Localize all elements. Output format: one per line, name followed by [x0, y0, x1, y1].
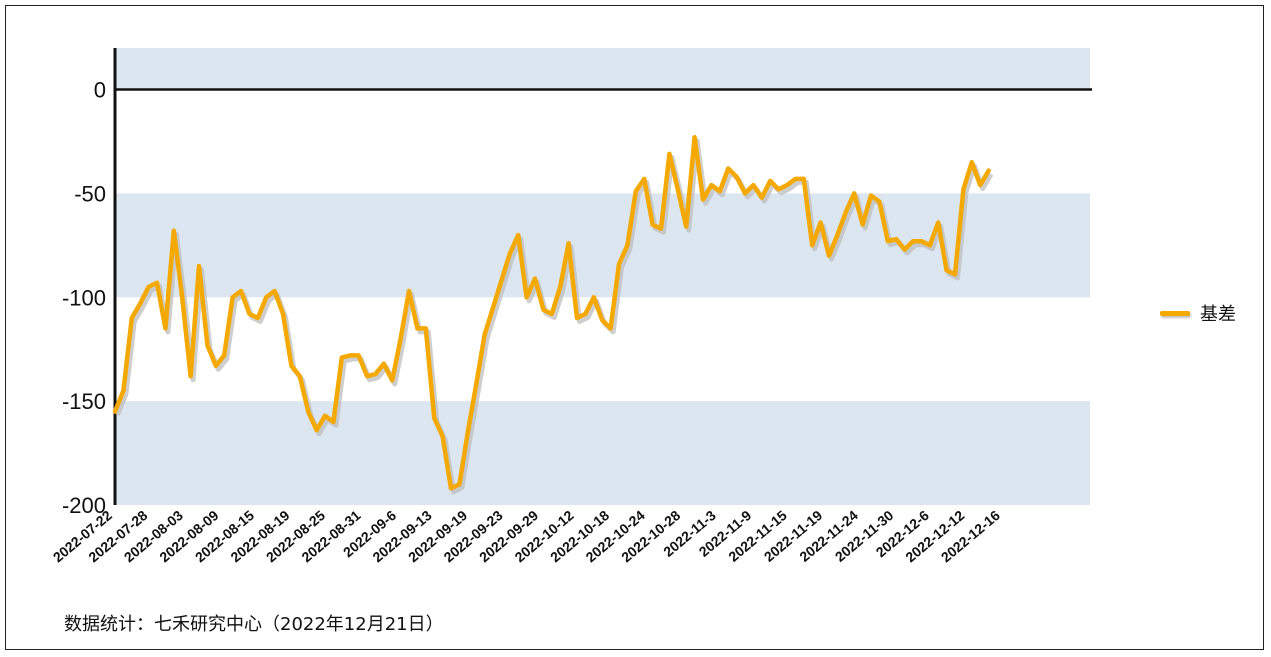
series-line-jicha	[112, 135, 991, 491]
x-axis-ticks: 2022-07-222022-07-282022-08-032022-08-09…	[50, 507, 1003, 565]
band-0	[115, 48, 1090, 90]
series-lines	[112, 135, 994, 495]
background-bands	[115, 48, 1090, 505]
y-tick-label: -100	[62, 285, 106, 310]
y-tick-label: -150	[62, 389, 106, 414]
legend-label: 基差	[1200, 304, 1236, 325]
y-tick-label: -50	[74, 181, 106, 206]
y-tick-label: -200	[62, 493, 106, 518]
y-axis-ticks: 0 -50 -100 -150 -200	[62, 78, 106, 518]
series-shadow	[115, 138, 994, 495]
source-note: 数据统计：七禾研究中心（2022年12月21日）	[64, 614, 444, 635]
axes	[113, 48, 1092, 505]
chart-frame	[5, 5, 1264, 650]
legend: 基差	[1160, 300, 1236, 326]
legend-swatch	[1160, 310, 1190, 316]
y-tick-label: 0	[94, 78, 106, 103]
band-2	[115, 401, 1090, 505]
